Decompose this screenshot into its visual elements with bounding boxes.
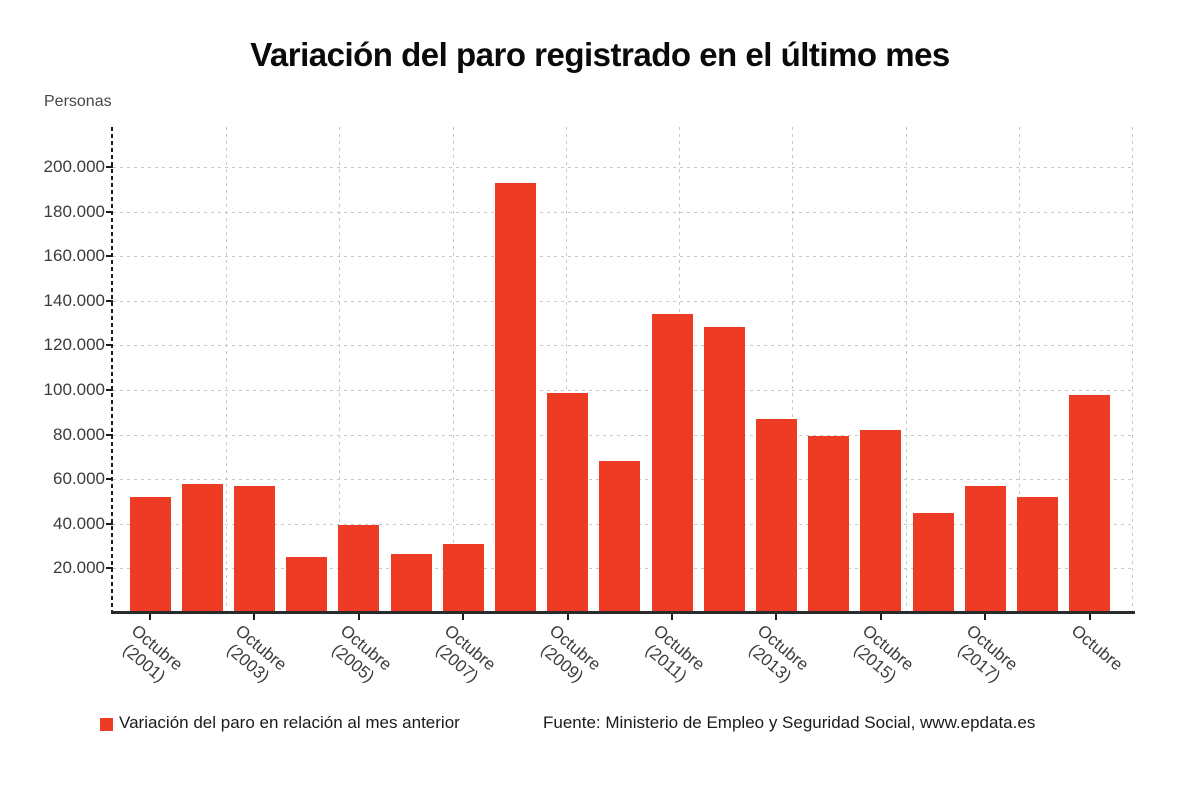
x-tick-mark bbox=[1088, 614, 1091, 620]
y-tick-mark bbox=[106, 166, 113, 169]
gridline-horizontal bbox=[113, 211, 1132, 213]
legend-label: Variación del paro en relación al mes an… bbox=[119, 713, 460, 732]
y-tick-label: 60.000 bbox=[53, 469, 105, 489]
y-tick-label: 140.000 bbox=[43, 290, 105, 310]
gridline-vertical bbox=[1132, 127, 1133, 613]
bar bbox=[808, 436, 850, 613]
gridline-vertical bbox=[339, 127, 341, 613]
gridline-vertical bbox=[226, 127, 228, 613]
y-tick-label: 180.000 bbox=[43, 201, 105, 221]
y-tick-mark bbox=[106, 299, 113, 302]
bar bbox=[703, 327, 745, 613]
bar bbox=[181, 483, 223, 613]
y-tick-mark bbox=[106, 478, 113, 481]
bar bbox=[1016, 496, 1058, 613]
y-tick-label: 80.000 bbox=[53, 424, 105, 444]
y-tick-mark bbox=[106, 522, 113, 525]
y-tick-mark bbox=[106, 389, 113, 392]
x-tick-label: Octubre (2005) bbox=[328, 621, 396, 687]
bar bbox=[755, 419, 797, 613]
bar bbox=[442, 543, 484, 613]
gridline-vertical bbox=[565, 127, 567, 613]
gridline-vertical bbox=[1018, 127, 1020, 613]
x-tick-mark bbox=[566, 614, 569, 620]
y-tick-label: 20.000 bbox=[53, 558, 105, 578]
gridline-horizontal bbox=[113, 434, 1132, 436]
x-tick-label: Octubre (2013) bbox=[745, 621, 813, 687]
y-tick-label: 200.000 bbox=[43, 157, 105, 177]
bar bbox=[1069, 394, 1111, 613]
gridline-vertical bbox=[905, 127, 907, 613]
x-tick-mark bbox=[984, 614, 987, 620]
bar bbox=[599, 460, 641, 613]
y-tick-label: 100.000 bbox=[43, 380, 105, 400]
x-tick-label: Octubre (2003) bbox=[223, 621, 291, 687]
x-tick-label: Octubre (2015) bbox=[850, 621, 918, 687]
bar bbox=[233, 485, 275, 613]
x-tick-mark bbox=[357, 614, 360, 620]
x-tick-label: Octubre bbox=[1067, 621, 1126, 675]
x-tick-label: Octubre (2011) bbox=[641, 621, 709, 686]
bar bbox=[494, 183, 536, 613]
y-tick-label: 40.000 bbox=[53, 513, 105, 533]
bar bbox=[390, 554, 432, 613]
bar bbox=[286, 557, 328, 613]
y-tick-mark bbox=[106, 344, 113, 347]
gridline-vertical bbox=[792, 127, 794, 613]
x-tick-mark bbox=[879, 614, 882, 620]
x-tick-mark bbox=[149, 614, 151, 620]
y-tick-mark bbox=[106, 255, 113, 258]
x-tick-label: Octubre (2001) bbox=[119, 621, 187, 687]
legend-swatch-icon bbox=[100, 718, 113, 731]
bar bbox=[651, 313, 693, 613]
gridline-horizontal bbox=[113, 390, 1132, 392]
x-tick-label: Octubre (2009) bbox=[536, 621, 604, 687]
bar bbox=[338, 525, 380, 613]
x-tick-label: Octubre (2017) bbox=[954, 621, 1022, 687]
bar bbox=[964, 486, 1006, 613]
chart-title: Variación del paro registrado en el últi… bbox=[250, 36, 950, 73]
x-tick-mark bbox=[462, 614, 465, 620]
y-tick-label: 160.000 bbox=[43, 246, 105, 266]
y-axis-line bbox=[111, 127, 113, 613]
x-tick-mark bbox=[775, 614, 778, 620]
y-tick-mark bbox=[106, 433, 113, 436]
y-axis-unit-label: Personas bbox=[44, 93, 112, 110]
gridline-vertical bbox=[452, 127, 454, 613]
gridline-horizontal bbox=[113, 167, 1132, 169]
bar bbox=[129, 497, 171, 613]
gridline-horizontal bbox=[113, 345, 1132, 347]
x-axis-line bbox=[111, 611, 1135, 614]
bar bbox=[547, 392, 589, 613]
bar bbox=[860, 429, 902, 613]
y-tick-mark bbox=[106, 210, 113, 213]
bar bbox=[912, 513, 954, 613]
gridline-horizontal bbox=[113, 256, 1132, 258]
x-tick-mark bbox=[253, 614, 256, 620]
source-text: Fuente: Ministerio de Empleo y Seguridad… bbox=[543, 713, 1036, 732]
x-tick-label: Octubre (2007) bbox=[432, 621, 500, 687]
x-tick-mark bbox=[671, 614, 673, 620]
y-tick-mark bbox=[106, 567, 113, 570]
gridline-horizontal bbox=[113, 300, 1132, 302]
y-tick-label: 120.000 bbox=[43, 335, 105, 355]
